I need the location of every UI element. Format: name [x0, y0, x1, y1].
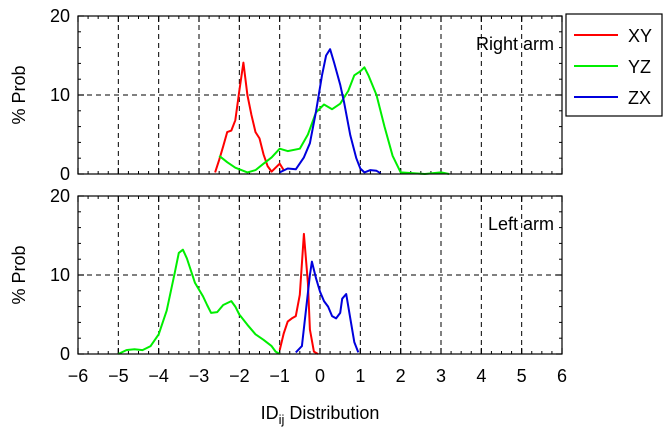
panel-right-arm: 0 10 20 % Prob Right arm: [9, 6, 563, 184]
legend-label-xy: XY: [628, 26, 652, 46]
panel-left-arm: 0 10 20 −6 −5 −4 −3 −2 −1 0 1 2 3 4 5 6 % Prob Left arm: [9, 186, 567, 386]
series-line-xy: [214, 61, 285, 173]
y-tick-label: 20: [50, 6, 70, 26]
plot-frame: [77, 15, 563, 175]
series-line-yz: [117, 248, 281, 355]
panel-label: Left arm: [488, 214, 554, 234]
x-tick-label: 1: [355, 366, 365, 386]
x-tick-label: 6: [557, 366, 567, 386]
x-axis-label: IDij Distribution: [261, 403, 380, 427]
panel-label: Right arm: [476, 34, 554, 54]
x-axis-label-rest: Distribution: [284, 403, 379, 423]
x-axis-label-subscript: ij: [279, 412, 285, 427]
x-tick-label: −2: [229, 366, 250, 386]
series-line-zx: [295, 260, 360, 354]
plot-frame: [77, 195, 563, 355]
x-axis-label-main: ID: [261, 403, 279, 423]
series-line-zx: [279, 48, 382, 175]
y-tick-label: 0: [60, 164, 70, 184]
x-tick-label: 2: [396, 366, 406, 386]
y-tick-label: 10: [50, 265, 70, 285]
x-tick-label: −1: [269, 366, 290, 386]
x-tick-label: −4: [148, 366, 169, 386]
x-tick-label: 0: [315, 366, 325, 386]
legend: XY YZ ZX: [565, 13, 663, 117]
y-axis-label: % Prob: [9, 65, 29, 124]
x-tick-label: −3: [189, 366, 210, 386]
series-line-yz: [218, 66, 450, 175]
y-tick-label: 0: [60, 344, 70, 364]
legend-label-yz: YZ: [628, 57, 651, 77]
y-tick-label: 10: [50, 85, 70, 105]
y-axis-label: % Prob: [9, 245, 29, 304]
legend-label-zx: ZX: [628, 88, 651, 108]
x-tick-label: 5: [517, 366, 527, 386]
y-tick-label: 20: [50, 186, 70, 206]
series-line-xy: [278, 232, 319, 355]
x-tick-label: −6: [68, 366, 89, 386]
x-tick-label: 4: [476, 366, 486, 386]
x-tick-label: 3: [436, 366, 446, 386]
x-tick-label: −5: [108, 366, 129, 386]
panels: 0 10 20 % Prob Right arm 0 10 20 −6 −5 −4 −3 −2 −1 0 1 2…: [9, 6, 567, 386]
